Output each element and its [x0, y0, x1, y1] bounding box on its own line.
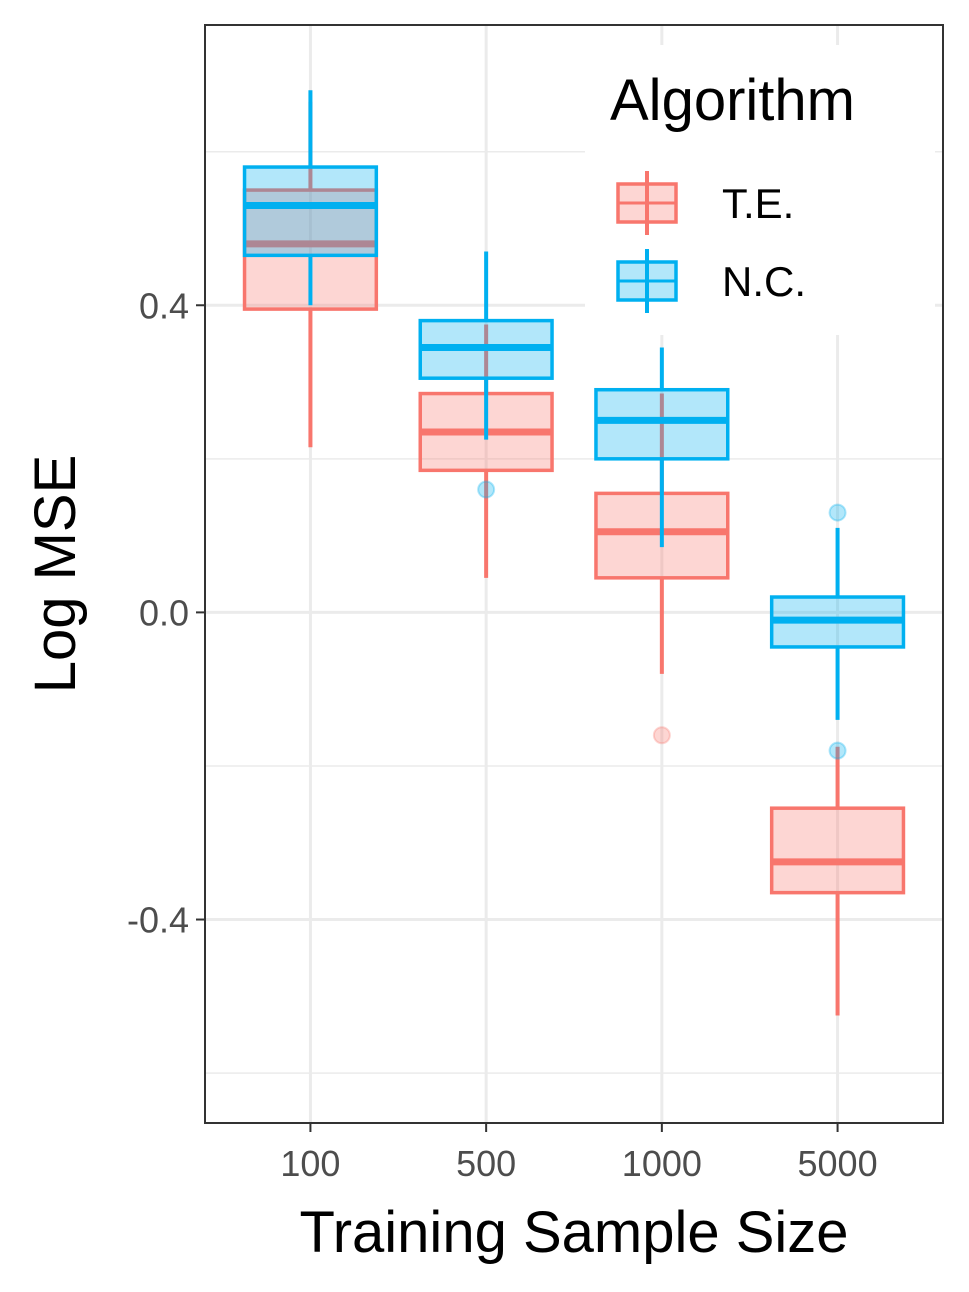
legend-label: N.C.: [722, 258, 806, 305]
box-iqr: [769, 806, 906, 895]
box-N.C.-1000: [594, 347, 730, 548]
y-tick-label: 0.4: [139, 285, 189, 326]
x-tick-label: 500: [456, 1143, 516, 1184]
x-tick-label: 100: [280, 1143, 340, 1184]
outlier-point: [828, 503, 847, 522]
box-N.C.-500: [418, 251, 554, 499]
outlier-point: [477, 480, 496, 499]
box-iqr: [594, 387, 730, 461]
y-axis-title: Log MSE: [23, 455, 88, 694]
y-tick-label: -0.4: [127, 900, 189, 941]
outlier-point: [652, 726, 671, 745]
box-N.C.-5000: [769, 503, 906, 760]
box-T.E.-5000: [769, 746, 906, 1016]
panel-border: [204, 24, 944, 1124]
box-N.C.-100: [242, 90, 379, 306]
legend-label: T.E.: [722, 180, 794, 227]
legend-title: Algorithm: [610, 68, 855, 133]
x-tick-label: 5000: [798, 1143, 878, 1184]
box-iqr: [242, 165, 379, 258]
axes: 0.4 0.0 -0.4 100 500 1000 5000: [127, 285, 878, 1184]
legend: Algorithm T.E. N.C.: [585, 45, 935, 335]
x-tick-label: 1000: [622, 1143, 702, 1184]
boxes: [242, 90, 906, 1016]
y-tick-label: 0.0: [139, 592, 189, 633]
outlier-point: [828, 741, 847, 760]
legend-background: [585, 45, 935, 335]
x-axis-title: Training Sample Size: [299, 1200, 848, 1265]
